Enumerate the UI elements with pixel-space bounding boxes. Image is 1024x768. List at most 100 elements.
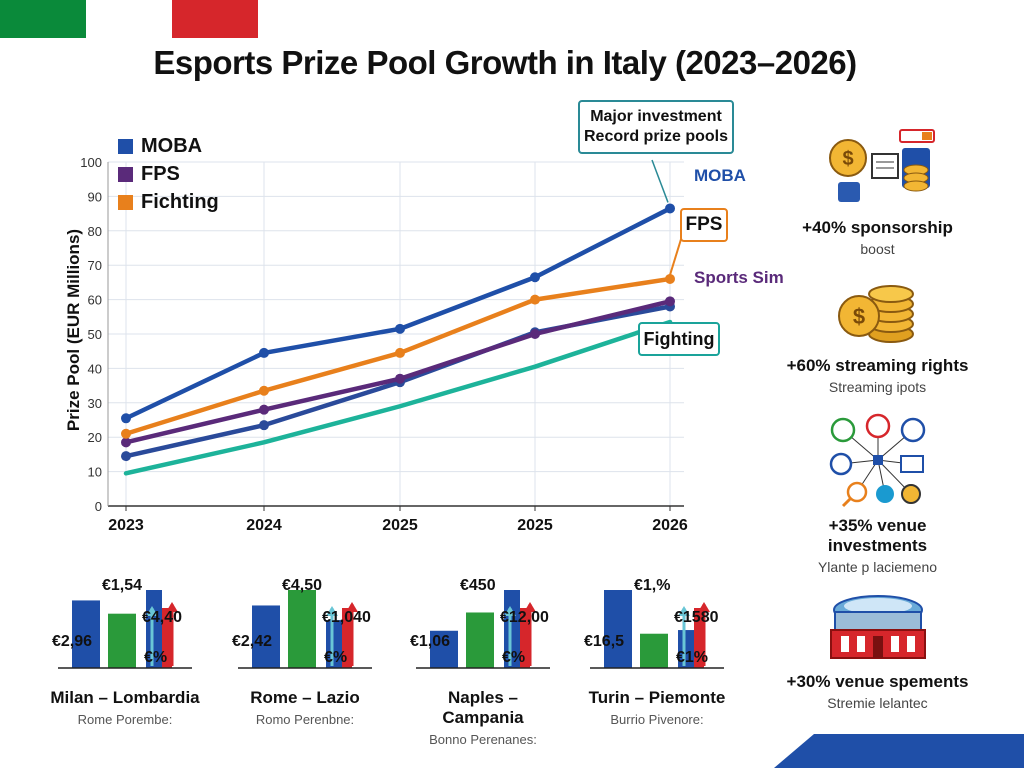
legend-item-fps: FPS [118, 160, 219, 188]
side-item-title: +40% sponsorship [802, 218, 953, 237]
region-bar [342, 608, 352, 668]
series-point [395, 323, 405, 334]
series-point [665, 203, 675, 214]
region-subtitle: Rome Porembe: [77, 712, 173, 727]
y-tick-label: 30 [88, 396, 102, 411]
region-bar-label: €% [324, 649, 347, 666]
series-point [121, 428, 131, 439]
legend-label-fighting: Fichting [141, 190, 219, 213]
series-point [395, 373, 405, 384]
region-bar [430, 630, 458, 668]
series-point [259, 385, 269, 396]
up-arrow-head [524, 602, 536, 612]
up-arrow-head [166, 602, 178, 612]
region-bar [694, 608, 704, 668]
corner-decoration [774, 734, 1024, 768]
region-bar [252, 605, 280, 668]
region-bar-label: €12,00 [500, 609, 549, 626]
network-icon [829, 413, 925, 508]
up-arrow-head [698, 602, 710, 612]
x-tick-label: 2026 [652, 517, 688, 534]
region-chart-turin: €16,5 €1,% €1580 €1% Turin – Piemonte Burri… [582, 568, 732, 727]
up-arrow-head [326, 606, 338, 616]
region-bar [466, 612, 494, 668]
legend-swatch-moba [118, 138, 133, 154]
side-item-title: +30% venue spements [786, 672, 969, 691]
region-bar-label: €1% [676, 649, 708, 666]
fps-callout: FPS [680, 208, 728, 242]
y-tick-label: 10 [88, 465, 102, 480]
y-tick-label: 90 [88, 189, 102, 204]
side-item-subtitle: boost [860, 241, 895, 257]
region-bar [288, 590, 316, 668]
region-bar-label: €1,040 [322, 609, 371, 626]
series-point [665, 296, 675, 307]
region-name: Naples – Campania [442, 688, 524, 727]
side-item-subtitle: Ylante p laciemeno [817, 559, 938, 575]
y-tick-label: 0 [95, 499, 102, 514]
legend-swatch-fighting [118, 194, 133, 210]
legend-label-fps: FPS [141, 162, 180, 185]
region-subtitle: Bonno Perenanes: [429, 732, 537, 747]
y-tick-label: 50 [88, 327, 102, 342]
series-point [530, 272, 540, 283]
investment-callout-line1: Major investment [590, 108, 722, 125]
side-item-title: +35% venue investments [827, 516, 928, 555]
region-chart-rome: €2,42 €4,50 €1,040 €% Rome – Lazio Romo Per… [230, 568, 380, 727]
region-name: Rome – Lazio [250, 688, 360, 707]
y-tick-label: 100 [80, 155, 102, 170]
stadium-icon [829, 595, 926, 659]
region-bar-label: €2,42 [232, 633, 272, 650]
side-item-subtitle: Stremie lelantec [827, 695, 928, 711]
investment-callout-line2: Record prize pools [583, 128, 729, 145]
y-tick-label: 60 [88, 293, 102, 308]
coins-icon: $ [837, 285, 914, 343]
x-tick-label: 2023 [108, 517, 144, 534]
callout-connector [651, 159, 669, 203]
region-bar-label: €4,50 [282, 577, 322, 594]
region-bars: €2,42 €4,50€1,040 €% [232, 577, 372, 669]
side-item-venue-spements: +30% venue spements Stremie lelantec [780, 588, 975, 711]
side-item-streaming: $ +60% streaming rights Streaming ipots [780, 268, 975, 395]
region-subtitle: Burrio Pivenore: [610, 712, 704, 727]
series-point [530, 329, 540, 339]
up-arrow-head [678, 606, 690, 616]
series-point [259, 420, 269, 431]
sports-sim-line-label: Sports Sim [694, 268, 784, 287]
series-point [121, 451, 131, 462]
series-line-moba [123, 206, 673, 421]
region-bar [162, 608, 172, 668]
series-line-fps [123, 299, 673, 445]
region-bar-label: €1,% [634, 577, 670, 594]
region-bar [326, 620, 342, 668]
series-point [665, 273, 675, 284]
series-line-unnamed-4 [123, 319, 673, 476]
region-bar [72, 600, 100, 668]
x-tick-label: 2024 [246, 517, 282, 534]
investment-callout: Major investment Record prize pools [578, 100, 734, 154]
region-bars: €16,5 €1,%€1580 €1% [584, 577, 724, 669]
svg-text:$: $ [852, 304, 864, 329]
legend-item-moba: MOBA [118, 132, 219, 160]
flag-red-stripe [172, 0, 258, 38]
region-bar-label: €4,40 [142, 609, 182, 626]
moba-line-label: MOBA [694, 166, 746, 185]
sponsorship-icon: $ [828, 129, 935, 202]
legend-swatch-fps [118, 166, 133, 182]
series-point [121, 437, 131, 448]
x-tick-label: 2025 [382, 517, 418, 534]
region-bar-label: €16,5 [584, 633, 624, 650]
region-bars: €2,96 €1,54€4,40 €% [52, 577, 192, 669]
region-bars: €1,06 €450€12,00 €% [410, 577, 550, 669]
y-tick-label: 70 [88, 258, 102, 273]
region-bar [604, 590, 632, 668]
page-title: Esports Prize Pool Growth in Italy (2023… [153, 44, 857, 81]
x-tick-label: 2025 [517, 517, 553, 534]
fighting-callout: Fighting [638, 322, 720, 356]
region-bar-label: €1580 [674, 609, 719, 626]
region-bar [678, 630, 694, 668]
region-bar-label: €% [144, 649, 167, 666]
region-bar [108, 613, 136, 668]
series-point [121, 413, 131, 424]
